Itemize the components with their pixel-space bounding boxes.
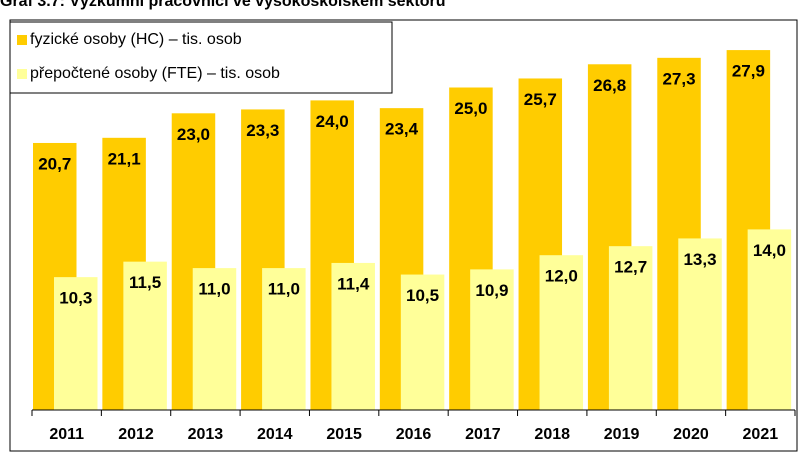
data-label: 12,7 [614, 258, 647, 277]
data-label: 11,5 [129, 273, 161, 292]
bar [262, 268, 306, 410]
x-tick-label: 2019 [604, 426, 640, 443]
data-label: 21,1 [108, 149, 141, 168]
x-tick-label: 2021 [743, 426, 779, 443]
x-tick-label: 2020 [673, 426, 709, 443]
bar [54, 277, 98, 410]
bar [608, 246, 653, 410]
bar [539, 255, 584, 410]
data-label: 25,0 [454, 99, 487, 118]
data-label: 10,5 [406, 286, 439, 305]
legend-marker [17, 35, 27, 45]
data-label: 12,0 [545, 267, 578, 286]
data-label: 10,9 [475, 281, 508, 300]
data-label: 20,7 [38, 154, 71, 173]
data-label: 23,0 [177, 125, 210, 144]
data-label: 11,4 [337, 274, 370, 293]
bar [678, 238, 722, 410]
legend-label: přepočtené osoby (FTE) – tis. osob [30, 65, 280, 82]
data-label: 27,9 [732, 62, 765, 81]
legend-box [9, 21, 393, 94]
x-tick-label: 2018 [534, 426, 570, 443]
data-label: 27,3 [662, 69, 695, 88]
bar [747, 229, 792, 410]
data-label: 23,3 [246, 121, 279, 140]
data-label: 25,7 [524, 90, 557, 109]
legend-marker [17, 69, 27, 79]
data-label: 11,0 [198, 280, 230, 299]
x-tick-label: 2011 [49, 426, 84, 443]
x-tick-label: 2012 [118, 426, 154, 443]
bar [192, 268, 237, 410]
bar [400, 274, 445, 410]
x-tick-label: 2014 [257, 426, 293, 443]
x-tick-label: 2015 [326, 426, 362, 443]
data-label: 24,0 [316, 112, 349, 131]
legend-label: fyzické osoby (HC) – tis. osob [30, 31, 242, 48]
chart-frame [9, 19, 798, 452]
data-label: 13,3 [683, 250, 716, 269]
bar [470, 269, 514, 410]
data-label: 14,0 [753, 241, 786, 260]
bar [123, 261, 167, 410]
x-tick-label: 2017 [465, 426, 501, 443]
data-label: 10,3 [59, 289, 92, 308]
x-tick-label: 2013 [188, 426, 224, 443]
x-tick-label: 2016 [396, 426, 432, 443]
data-label: 11,0 [268, 280, 300, 299]
bar [331, 262, 375, 410]
data-label: 23,4 [385, 120, 419, 139]
chart-title: Graf 3.7: Výzkumní pracovníci ve vysokoš… [0, 0, 446, 10]
data-label: 26,8 [593, 76, 626, 95]
